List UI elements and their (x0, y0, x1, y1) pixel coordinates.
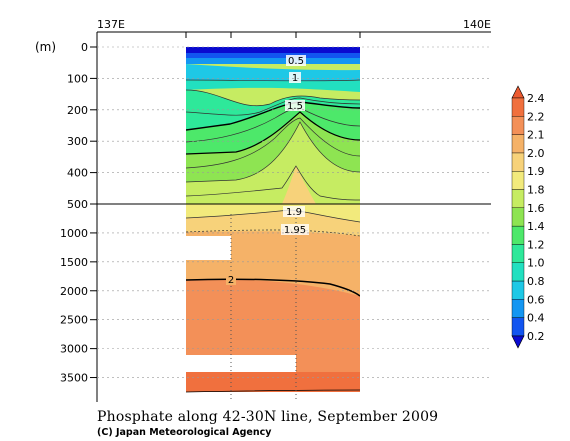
x-tick-label-140E: 140E (463, 18, 491, 31)
contour-label-1: 1 (292, 73, 298, 84)
colorbar-segment (511, 262, 525, 282)
y-tick-label: 100 (67, 72, 88, 85)
y-axis-ticks: 0 100 200 300 400 500 1000 1500 2000 2500 3000 3500 (60, 41, 97, 385)
band-1.4 (186, 102, 360, 154)
contour-a (186, 79, 360, 82)
band-1.9 (282, 166, 316, 204)
contour-label-1.9: 1.9 (286, 207, 302, 218)
colorbar-segment (511, 299, 525, 318)
colorbar-segment (511, 317, 525, 337)
band-0.2 (186, 47, 360, 53)
contour-h (186, 165, 360, 201)
y-tick-label: 500 (67, 198, 88, 211)
colorbar-segment (511, 225, 525, 245)
band-0.4 (186, 53, 360, 58)
colorbar-label: 2.2 (527, 110, 545, 123)
contour-b (186, 89, 360, 106)
colorbar-label: 0.8 (527, 275, 545, 288)
colorbar-segment (511, 207, 525, 227)
y-tick-label: 3500 (60, 372, 88, 385)
y-tick-label: 3000 (60, 343, 88, 356)
colorbar-segment (511, 189, 525, 208)
colorbar-label: 1.4 (527, 220, 545, 233)
upper-section-panel (186, 47, 360, 204)
y-tick-label: 400 (67, 167, 88, 180)
colorbar-segment (511, 152, 525, 172)
contour-label-1.95: 1.95 (284, 225, 306, 236)
contour-labels: 0.5 1 1.5 1.9 1.95 2 (226, 55, 309, 286)
band-1.6 (186, 112, 360, 182)
missing-data-patch-a (186, 236, 231, 260)
y-tick-label: 0 (81, 41, 88, 54)
band-2.0-lower (186, 210, 360, 236)
band-1.2 (186, 90, 360, 130)
chart-title: Phosphate along 42-30N line, September 2… (97, 409, 439, 425)
y-unit-label: (m) (35, 40, 56, 54)
colorbar-label: 1.0 (527, 257, 545, 270)
y-tick-label: 2500 (60, 314, 88, 327)
y-tick-label: 200 (67, 104, 88, 117)
plot-frame (96, 31, 491, 402)
seabed-strip (186, 392, 360, 402)
colorbar-segment (511, 116, 525, 135)
y-tick-label: 1000 (60, 227, 88, 240)
contour-label-2: 2 (228, 275, 234, 286)
colorbar-bottom-arrow (511, 335, 525, 349)
colorbar-segment (511, 170, 525, 190)
depth-gridlines (97, 78, 491, 378)
contour-label-1.5: 1.5 (287, 101, 303, 112)
lower-section-panel (186, 204, 360, 402)
band-1.0 (186, 80, 360, 92)
contour-c (186, 97, 360, 116)
colorbar-top-arrow (511, 85, 525, 99)
colorbar-label: 0.4 (527, 312, 545, 325)
band-0.8 (186, 64, 360, 81)
colorbar-segment (511, 134, 525, 154)
station-lines (230, 214, 297, 402)
colorbar-label: 2.1 (527, 129, 545, 142)
colorbar-label: 1.6 (527, 202, 545, 215)
copyright-notice: (C) Japan Meteorological Agency (97, 427, 272, 438)
seabed-line (186, 389, 360, 393)
colorbar-label: 1.8 (527, 184, 545, 197)
y-tick-label: 300 (67, 135, 88, 148)
contour-1.95 (186, 229, 360, 237)
colorbar-label: 2.0 (527, 147, 545, 160)
contour-g (186, 121, 360, 183)
colorbar-label: 0.2 (527, 330, 545, 343)
colorbar-label: 0.6 (527, 293, 545, 306)
colorbar-label: 1.9 (527, 165, 545, 178)
y-tick-label: 1500 (60, 256, 88, 269)
colorbar-segment (511, 97, 525, 117)
y-tick-label: 2000 (60, 285, 88, 298)
missing-data-patch-b (186, 355, 296, 372)
colorbar: 0.2 0.4 0.6 0.8 1.0 1.2 1.4 1.6 1.8 1.9 2.0 2.1 2.2 2… (511, 85, 545, 349)
contour-e (186, 111, 360, 155)
colorbar-segment (511, 244, 525, 263)
contour-f (186, 117, 360, 169)
x-tick-label-137E: 137E (97, 18, 125, 31)
contour-label-0.5: 0.5 (288, 56, 304, 67)
band-1.8-lower (186, 204, 360, 222)
colorbar-label: 1.2 (527, 238, 545, 251)
contour-d (186, 107, 360, 143)
colorbar-segment (511, 280, 525, 300)
band-0.6 (186, 58, 360, 64)
colorbar-label: 2.4 (527, 92, 545, 105)
